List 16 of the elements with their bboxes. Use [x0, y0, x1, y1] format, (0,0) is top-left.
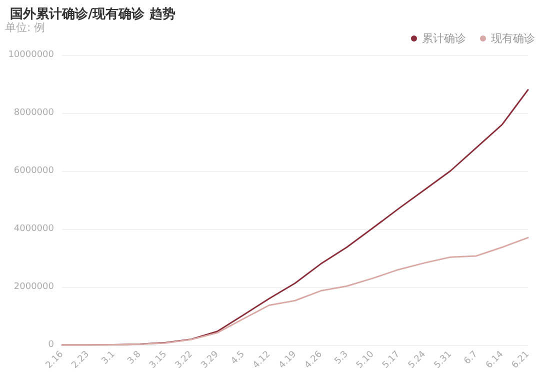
x-tick-label: 5.3 [333, 349, 350, 367]
x-tick-label: 3.8 [126, 349, 144, 367]
y-tick-label: 0 [48, 340, 54, 350]
y-tick-label: 2000000 [14, 282, 54, 292]
legend-label: 现有确诊 [491, 32, 535, 45]
x-tick-label: 6.7 [462, 349, 480, 367]
x-tick-label: 3.1 [100, 349, 118, 367]
legend-label: 累计确诊 [422, 32, 466, 45]
y-tick-label: 4000000 [14, 224, 54, 234]
y-tick-label: 10000000 [8, 50, 54, 60]
x-tick-label: 4.5 [230, 349, 247, 367]
y-axis-title: 单位: 例 [5, 21, 46, 34]
y-tick-label: 6000000 [14, 166, 54, 176]
y-tick-label: 8000000 [14, 108, 54, 118]
line-series [61, 236, 529, 346]
chart-title: 国外累计确诊/现有确诊 趋势 [10, 6, 176, 22]
